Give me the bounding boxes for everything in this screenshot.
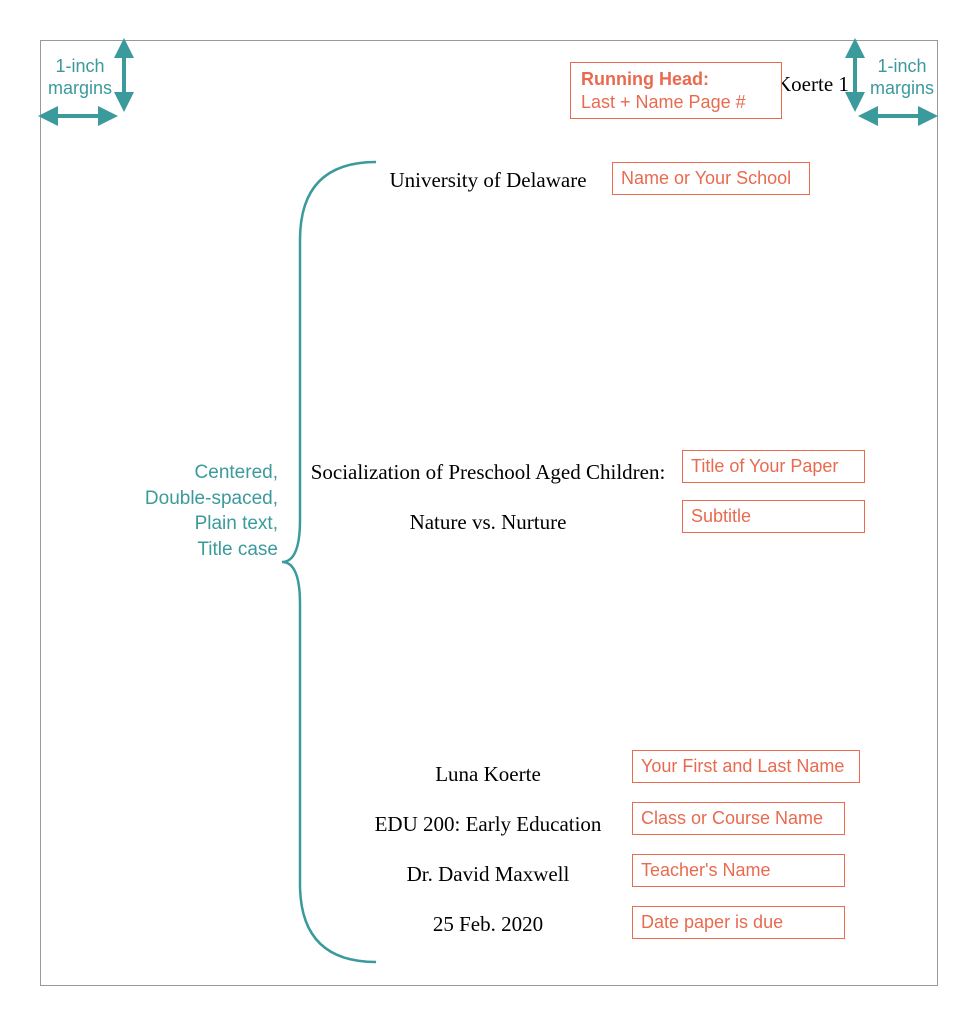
callout-date: Date paper is due [632,906,845,939]
content-school: University of Delaware [389,168,586,193]
content-course: EDU 200: Early Education [375,812,602,837]
margin-label-left-line2: margins [48,78,112,98]
callout-running-head-sub: Last + Name Page # [581,92,746,112]
running-head-text: Koerte 1 [776,72,849,96]
canvas: 1-inch margins 1-inch margins Koerte 1 R… [0,0,976,1024]
callout-running-head: Running Head: Last + Name Page # [570,62,782,119]
margin-label-right: 1-inch margins [870,56,934,99]
content-author: Luna Koerte [435,762,541,787]
callout-course: Class or Course Name [632,802,845,835]
callout-teacher: Teacher's Name [632,854,845,887]
content-subtitle: Nature vs. Nurture [410,510,567,535]
running-head: Koerte 1 [776,72,849,97]
callout-author: Your First and Last Name [632,750,860,783]
margin-label-right-line1: 1-inch [878,56,927,76]
content-date: 25 Feb. 2020 [433,912,543,937]
side-note-line-1: Double-spaced, [145,488,278,509]
side-note-line-0: Centered, [195,462,278,483]
margin-label-right-line2: margins [870,78,934,98]
callout-school: Name or Your School [612,162,810,195]
content-teacher: Dr. David Maxwell [407,862,570,887]
side-note: Centered, Double-spaced, Plain text, Tit… [145,460,278,563]
side-note-line-3: Title case [197,539,278,560]
content-title: Socialization of Preschool Aged Children… [311,460,666,485]
callout-subtitle: Subtitle [682,500,865,533]
side-note-line-2: Plain text, [195,513,278,534]
margin-label-left: 1-inch margins [48,56,112,99]
margin-label-left-line1: 1-inch [56,56,105,76]
callout-running-head-heading: Running Head: [581,69,709,89]
callout-title: Title of Your Paper [682,450,865,483]
